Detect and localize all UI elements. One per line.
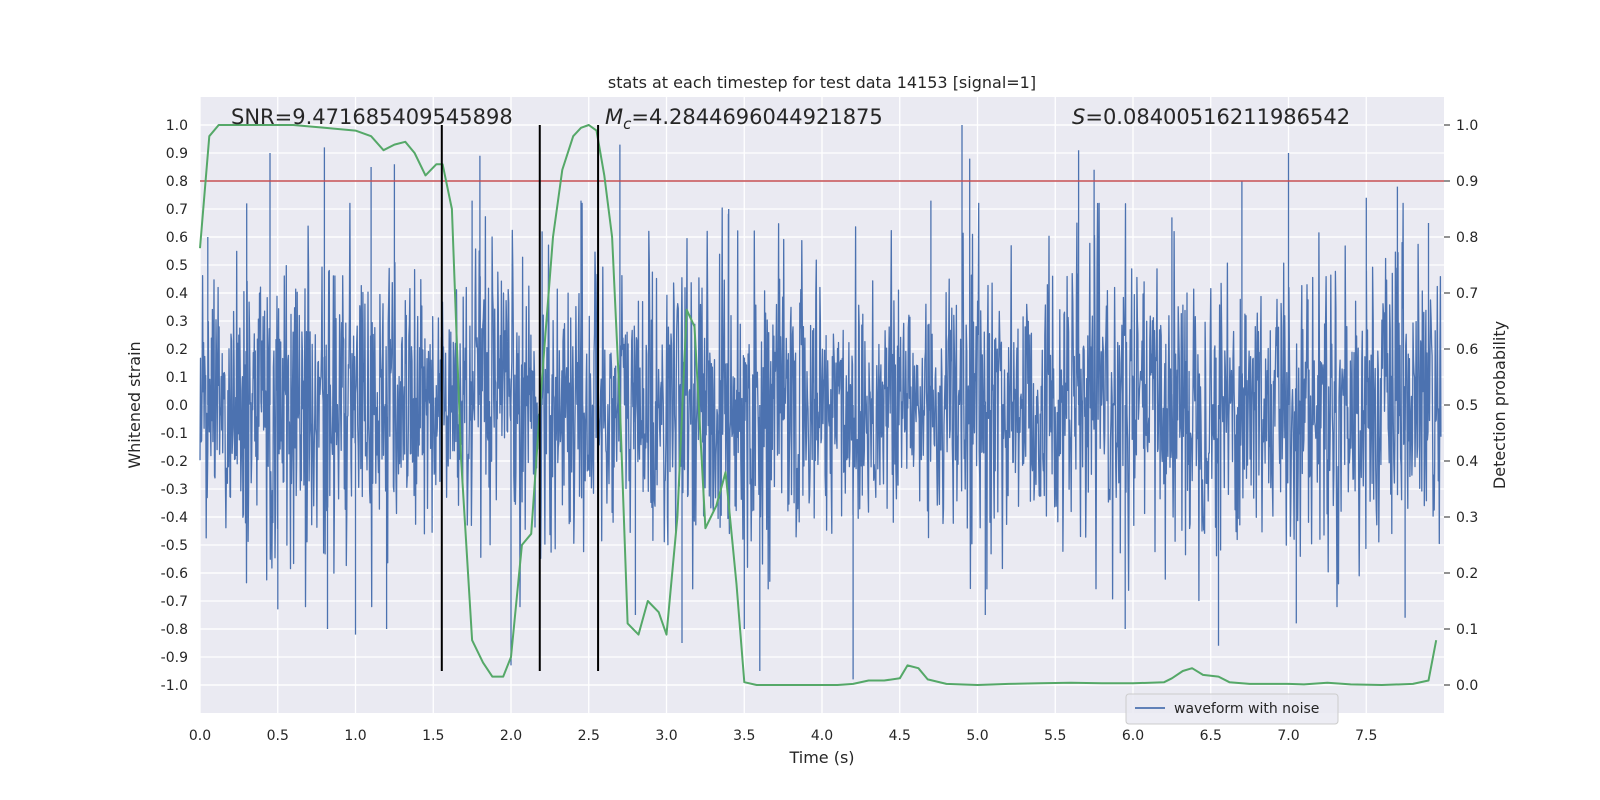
y-axis-label: Whitened strain xyxy=(125,341,144,468)
y-tick-label: -0.9 xyxy=(161,650,188,666)
x-tick-label: 4.5 xyxy=(889,728,911,744)
waveform-path xyxy=(199,125,1442,680)
s-symbol: S xyxy=(1072,105,1085,129)
x-tick-label: 3.5 xyxy=(733,728,755,744)
y-tick-label: 0.0 xyxy=(166,398,188,414)
y2-tick-label: 0.5 xyxy=(1456,398,1478,414)
y2-tick-label: 0.4 xyxy=(1456,454,1478,470)
x-tick-label: 0.0 xyxy=(189,728,211,744)
y-tick-label: -0.2 xyxy=(161,454,188,470)
y-tick-label: -1.0 xyxy=(161,678,188,694)
x-tick-label: 1.5 xyxy=(422,728,444,744)
waveform-series xyxy=(199,125,1442,680)
y-tick-label: 0.2 xyxy=(166,342,188,358)
y2-tick-label: 0.2 xyxy=(1456,566,1478,582)
probability-line xyxy=(199,124,1438,686)
y2-tick-label: 0.7 xyxy=(1456,286,1478,302)
y2-tick-labels: 1.0 0.9 0.8 0.7 0.6 0.5 0.4 0.3 0.2 0.1 0.0 xyxy=(1444,118,1478,694)
y-tick-label: 0.6 xyxy=(166,230,188,246)
y-tick-label: 1.0 xyxy=(166,118,188,134)
y-tick-label: -0.4 xyxy=(161,510,188,526)
x-axis-label: Time (s) xyxy=(788,748,854,767)
detection-probability-series xyxy=(199,124,1438,686)
event-markers xyxy=(440,125,600,671)
snr-annotation: SNR=9.471685409545898 xyxy=(231,105,513,129)
x-tick-label: 4.0 xyxy=(811,728,833,744)
y2-axis-label: Detection probability xyxy=(1490,321,1509,489)
x-tick-label: 3.0 xyxy=(655,728,677,744)
y2-tick-label: 0.9 xyxy=(1456,174,1478,190)
y2-tick-label: 0.0 xyxy=(1456,678,1478,694)
y-tick-labels: 1.0 0.9 0.8 0.7 0.6 0.5 0.4 0.3 0.2 0.1 0.0 -0.1 -0.… xyxy=(161,118,188,694)
x-tick-label: 6.5 xyxy=(1200,728,1222,744)
y2-tick-label: 0.1 xyxy=(1456,622,1478,638)
s-value: =0.08400516211986542 xyxy=(1085,105,1350,129)
y-tick-label: -0.7 xyxy=(161,594,188,610)
x-tick-label: 5.5 xyxy=(1044,728,1066,744)
legend-box xyxy=(1125,693,1339,725)
legend: waveform with noise xyxy=(1125,693,1339,725)
y-tick-label: 0.8 xyxy=(166,174,188,190)
x-tick-label: 2.0 xyxy=(500,728,522,744)
x-tick-labels: 0.0 0.5 1.0 1.5 2.0 2.5 3.0 3.5 4.0 4.5 5.0 5.5 6.0 6… xyxy=(189,728,1378,744)
legend-entry-waveform: waveform with noise xyxy=(1174,701,1319,717)
x-tick-label: 6.0 xyxy=(1122,728,1144,744)
x-tick-label: 0.5 xyxy=(267,728,289,744)
x-tick-label: 7.5 xyxy=(1355,728,1377,744)
chirp-mass-annotation: Mc=4.2844696044921875 xyxy=(605,105,883,133)
chirp-mass-symbol: M xyxy=(605,105,623,129)
y-tick-label: -0.6 xyxy=(161,566,188,582)
chart-title: stats at each timestep for test data 141… xyxy=(608,73,1036,92)
x-tick-label: 2.5 xyxy=(578,728,600,744)
x-tick-label: 7.0 xyxy=(1277,728,1299,744)
y-tick-label: -0.5 xyxy=(161,538,188,554)
y-tick-label: 0.5 xyxy=(166,258,188,274)
chirp-mass-subscript: c xyxy=(623,115,632,133)
x-tick-label: 5.0 xyxy=(966,728,988,744)
y-tick-label: 0.3 xyxy=(166,314,188,330)
y-tick-label: 0.9 xyxy=(166,146,188,162)
y2-tick-label: 0.6 xyxy=(1456,342,1478,358)
y-tick-label: -0.3 xyxy=(161,482,188,498)
y-tick-label: 0.4 xyxy=(166,286,188,302)
y-tick-label: -0.1 xyxy=(161,426,188,442)
y-tick-label: -0.8 xyxy=(161,622,188,638)
y2-tick-label: 0.8 xyxy=(1456,230,1478,246)
y-tick-label: 0.1 xyxy=(166,370,188,386)
chirp-mass-value: =4.2844696044921875 xyxy=(631,105,882,129)
x-tick-label: 1.0 xyxy=(344,728,366,744)
y-tick-label: 0.7 xyxy=(166,202,188,218)
y2-tick-label: 1.0 xyxy=(1456,118,1478,134)
s-annotation: S=0.08400516211986542 xyxy=(1072,105,1350,129)
y2-tick-label: 0.3 xyxy=(1456,510,1478,526)
